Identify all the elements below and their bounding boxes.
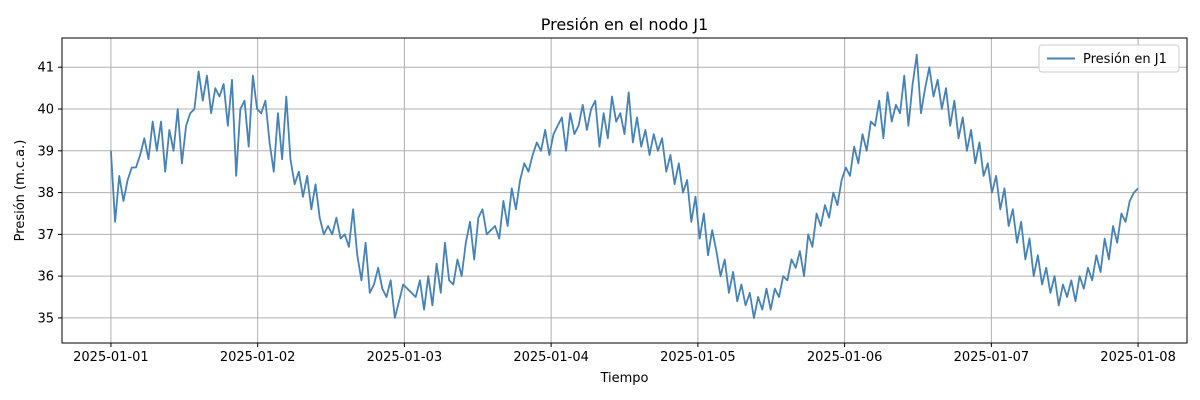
y-tick-label: 36 — [37, 270, 54, 285]
x-axis-label: Tiempo — [599, 371, 648, 386]
chart-title: Presión en el nodo J1 — [541, 15, 709, 34]
x-tick-label: 2025-01-04 — [513, 350, 589, 365]
x-tick-label: 2025-01-01 — [73, 350, 149, 365]
y-tick-label: 41 — [37, 61, 54, 76]
x-tick-label: 2025-01-03 — [367, 350, 443, 365]
x-tick-label: 2025-01-08 — [1100, 350, 1176, 365]
series-layer — [110, 53, 1139, 319]
x-tick-label: 2025-01-05 — [660, 350, 736, 365]
y-tick-label: 37 — [37, 228, 54, 243]
y-tick-label: 38 — [37, 186, 54, 201]
y-axis: 35 36 37 38 39 40 41 — [37, 61, 62, 326]
y-tick-label: 35 — [37, 311, 54, 326]
y-tick-label: 39 — [37, 144, 54, 159]
series-line — [110, 53, 1139, 319]
legend-label: Presión en J1 — [1083, 52, 1167, 67]
grid-lines — [62, 38, 1187, 343]
x-tick-label: 2025-01-06 — [807, 350, 883, 365]
y-tick-label: 40 — [37, 103, 54, 118]
x-tick-label: 2025-01-07 — [954, 350, 1030, 365]
plot-area — [61, 37, 1188, 344]
x-tick-label: 2025-01-02 — [220, 350, 296, 365]
y-axis-label: Presión (m.c.a.) — [13, 140, 28, 242]
legend-box — [1038, 44, 1180, 73]
x-axis: 2025-01-01 2025-01-02 2025-01-03 2025-01-04… — [73, 343, 1176, 365]
legend: Presión en J1 — [1038, 44, 1180, 73]
